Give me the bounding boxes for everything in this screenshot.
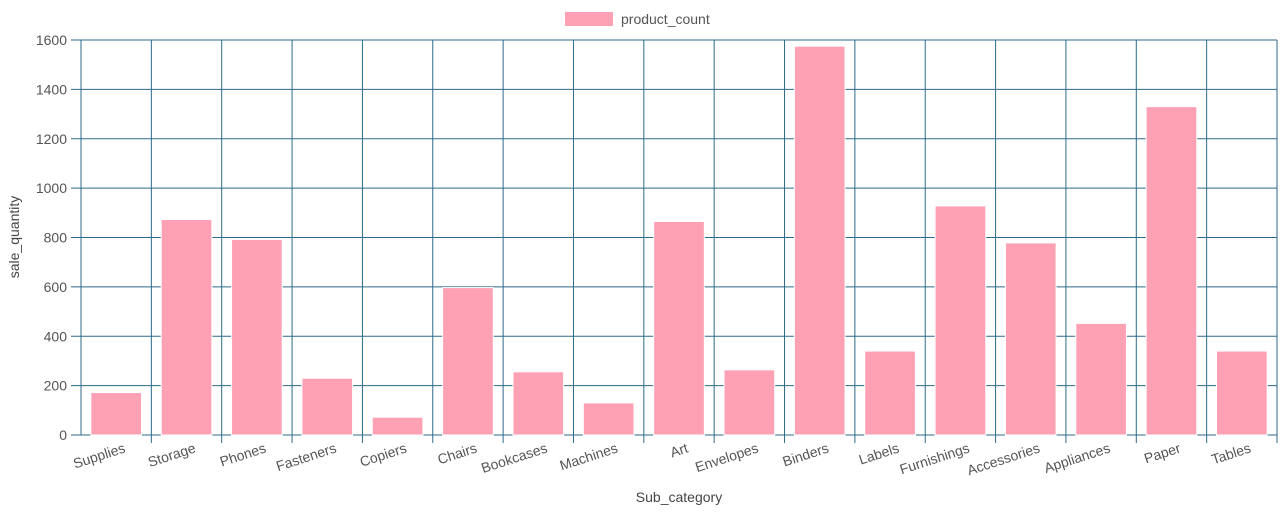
y-tick-label: 800 (44, 230, 68, 246)
x-tick-label: Envelopes (693, 440, 760, 475)
y-tick-label: 1000 (36, 180, 67, 196)
y-tick-label: 1600 (36, 32, 67, 48)
bar-tables[interactable] (1215, 350, 1268, 436)
x-tick-label: Supplies (71, 440, 127, 472)
bar-furnishings[interactable] (934, 205, 987, 436)
x-tick-label: Storage (146, 440, 198, 470)
grid-lines (71, 39, 1278, 443)
legend-swatch (565, 12, 613, 26)
bar-chairs[interactable] (442, 287, 494, 436)
x-tick-label: Machines (558, 440, 620, 474)
x-tick-label: Chairs (435, 440, 478, 468)
legend[interactable]: product_count (565, 11, 710, 27)
bar-storage[interactable] (160, 218, 213, 436)
bar-appliances[interactable] (1075, 322, 1127, 436)
bar-paper[interactable] (1145, 106, 1198, 436)
x-tick-label: Appliances (1042, 440, 1112, 476)
x-tick-label: Accessories (965, 440, 1042, 479)
y-tick-label: 1400 (36, 81, 67, 97)
y-axis-title: sale_quantity (6, 196, 22, 279)
x-tick-label: Paper (1142, 440, 1183, 467)
bar-labels[interactable] (864, 350, 916, 436)
x-tick-label: Binders (781, 440, 831, 470)
bar-accessories[interactable] (1004, 242, 1057, 436)
y-tick-label: 400 (44, 328, 68, 344)
bar-binders[interactable] (793, 45, 846, 436)
x-axis-ticks: Supplies Storage Phones Fasteners Copiers Cha… (71, 440, 1253, 479)
bar-phones[interactable] (231, 238, 283, 436)
bar-machines[interactable] (582, 402, 635, 436)
bar-copiers[interactable] (371, 416, 424, 436)
bar-art[interactable] (653, 220, 705, 436)
y-tick-label: 0 (59, 427, 67, 443)
x-tick-label: Labels (857, 440, 901, 468)
x-tick-label: Bookcases (479, 440, 549, 476)
x-axis-title: Sub_category (636, 489, 722, 505)
x-tick-label: Copiers (358, 440, 409, 470)
y-axis-ticks: 0 200 400 600 800 1000 1200 1400 1600 (36, 32, 67, 443)
bar-bookcases[interactable] (512, 371, 565, 436)
y-tick-label: 1200 (36, 131, 67, 147)
x-tick-label: Phones (218, 440, 268, 470)
legend-label: product_count (621, 11, 710, 27)
x-tick-label: Tables (1209, 440, 1252, 468)
bar-fasteners[interactable] (301, 377, 354, 436)
x-tick-label: Furnishings (898, 440, 972, 478)
y-tick-label: 200 (44, 378, 68, 394)
x-tick-label: Art (668, 440, 690, 461)
bars (90, 45, 1268, 436)
y-tick-label: 600 (44, 279, 68, 295)
bar-supplies[interactable] (90, 392, 143, 436)
x-tick-label: Fasteners (274, 440, 338, 474)
bar-envelopes[interactable] (723, 369, 776, 436)
